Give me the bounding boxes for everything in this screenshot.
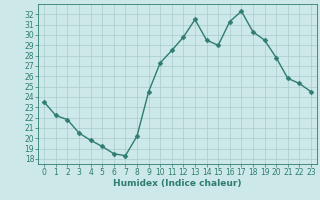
X-axis label: Humidex (Indice chaleur): Humidex (Indice chaleur)	[113, 179, 242, 188]
